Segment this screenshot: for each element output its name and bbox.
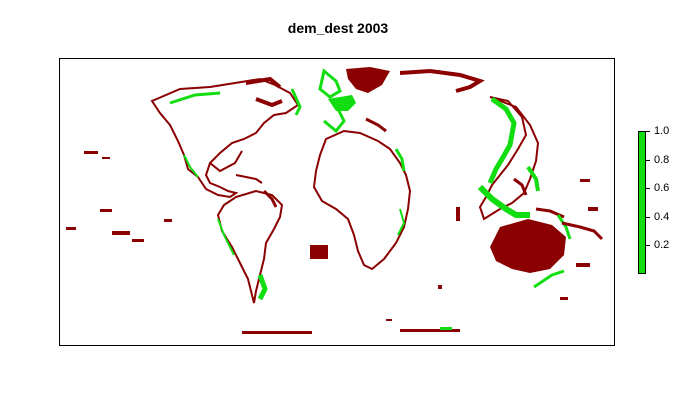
legend-tick-label: 0.2 <box>654 239 670 252</box>
legend-tick-label: 0.8 <box>654 153 670 166</box>
pacific-islands <box>66 151 598 300</box>
map-title: dem_dest 2003 <box>287 20 389 36</box>
north-america <box>150 76 302 199</box>
world-map <box>66 67 604 334</box>
legend-tick <box>646 159 650 161</box>
australia <box>490 214 604 289</box>
europe-africa <box>312 108 412 271</box>
atlantic-block <box>310 245 328 259</box>
south-america <box>216 189 284 304</box>
greenland <box>318 67 390 111</box>
legend-scale: 1.0 0.8 0.6 0.4 0.2 <box>646 125 696 274</box>
legend-tick <box>646 216 650 218</box>
legend-tick <box>646 131 650 132</box>
legend-tick <box>646 188 650 190</box>
legend-tick-label: 0.4 <box>654 210 670 223</box>
legend-colorbar <box>638 131 646 274</box>
legend-tick-label: 0.6 <box>654 182 670 195</box>
asia <box>399 68 565 221</box>
antarctica <box>242 319 460 334</box>
legend-tick-label: 1.0 <box>654 125 670 137</box>
map-panel <box>59 58 615 346</box>
legend-tick <box>646 245 650 247</box>
